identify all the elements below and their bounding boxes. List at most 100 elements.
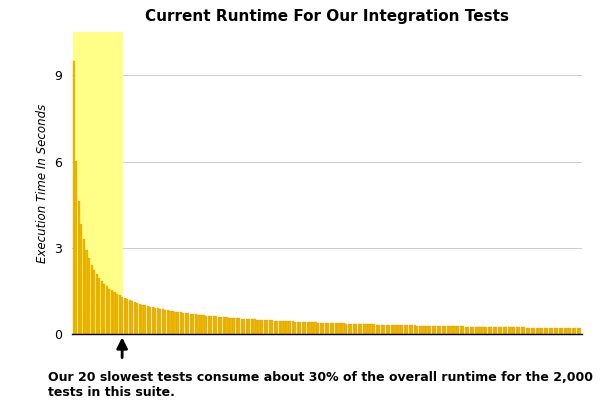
Bar — [388, 325, 391, 334]
Bar — [202, 315, 205, 334]
Bar — [526, 328, 528, 334]
Bar — [493, 327, 495, 334]
Bar — [404, 325, 406, 334]
Bar — [518, 327, 520, 334]
Bar — [294, 322, 296, 334]
Bar — [505, 327, 508, 334]
Bar — [73, 61, 75, 334]
Bar — [320, 323, 322, 334]
Bar — [149, 307, 151, 334]
Bar — [106, 287, 108, 334]
Bar — [330, 323, 332, 334]
Bar — [286, 321, 289, 334]
Bar — [544, 328, 545, 334]
Bar — [421, 326, 424, 334]
Bar — [80, 224, 82, 334]
Bar — [220, 317, 223, 334]
Bar — [175, 312, 176, 334]
Bar — [394, 325, 395, 334]
Bar — [276, 321, 278, 334]
Bar — [215, 316, 217, 334]
Bar — [144, 305, 146, 334]
Bar — [179, 312, 182, 334]
Bar — [343, 324, 344, 334]
Bar — [577, 328, 579, 334]
Bar — [218, 317, 220, 334]
Bar — [515, 327, 518, 334]
Bar — [462, 326, 464, 334]
Bar — [376, 324, 378, 334]
Bar — [312, 322, 314, 334]
Bar — [307, 322, 309, 334]
Bar — [157, 308, 159, 334]
Bar — [302, 322, 304, 334]
Bar — [253, 320, 256, 334]
Bar — [538, 328, 541, 334]
Bar — [353, 324, 355, 334]
Bar — [246, 319, 248, 334]
Bar — [284, 321, 286, 334]
Bar — [406, 325, 408, 334]
Bar — [197, 315, 200, 334]
Bar — [429, 326, 431, 334]
Bar — [146, 306, 149, 334]
Bar — [536, 328, 538, 334]
Bar — [531, 328, 533, 334]
Bar — [424, 326, 426, 334]
Bar — [358, 324, 360, 334]
Bar — [414, 326, 416, 334]
Bar — [109, 289, 110, 334]
Bar — [427, 326, 428, 334]
Bar — [325, 323, 327, 334]
Bar — [152, 307, 154, 334]
Bar — [485, 327, 487, 334]
Bar — [210, 316, 212, 334]
Bar — [98, 278, 100, 334]
Bar — [363, 324, 365, 334]
Bar — [475, 327, 477, 334]
Bar — [548, 328, 551, 334]
Bar — [411, 325, 413, 334]
Bar — [470, 326, 472, 334]
Bar — [472, 327, 475, 334]
Bar — [195, 314, 197, 334]
Bar — [360, 324, 362, 334]
Bar — [546, 328, 548, 334]
Bar — [391, 325, 393, 334]
Bar — [551, 328, 553, 334]
Bar — [296, 322, 299, 334]
Bar — [314, 322, 317, 334]
Bar — [419, 326, 421, 334]
Bar — [416, 326, 418, 334]
Bar — [439, 326, 442, 334]
Bar — [386, 325, 388, 334]
Bar — [78, 201, 80, 334]
Bar — [263, 320, 266, 334]
Bar — [228, 318, 230, 334]
Bar — [73, 32, 124, 334]
Bar — [464, 326, 467, 334]
Bar — [289, 321, 291, 334]
Bar — [299, 322, 301, 334]
Bar — [142, 305, 143, 334]
Bar — [378, 324, 380, 334]
Bar — [193, 314, 194, 334]
Bar — [541, 328, 543, 334]
Bar — [454, 326, 457, 334]
Bar — [205, 316, 207, 334]
Bar — [327, 323, 329, 334]
Bar — [409, 325, 411, 334]
Bar — [159, 309, 161, 334]
Bar — [513, 327, 515, 334]
Bar — [490, 327, 492, 334]
Bar — [167, 310, 169, 334]
Bar — [347, 324, 350, 334]
Title: Current Runtime For Our Integration Tests: Current Runtime For Our Integration Test… — [145, 9, 509, 24]
Text: Our 20 slowest tests consume about 30% of the overall runtime for the 2,000 test: Our 20 slowest tests consume about 30% o… — [48, 371, 593, 399]
Bar — [365, 324, 368, 334]
Bar — [172, 311, 174, 334]
Bar — [236, 318, 238, 334]
Bar — [340, 324, 342, 334]
Bar — [566, 328, 569, 334]
Bar — [266, 320, 268, 334]
